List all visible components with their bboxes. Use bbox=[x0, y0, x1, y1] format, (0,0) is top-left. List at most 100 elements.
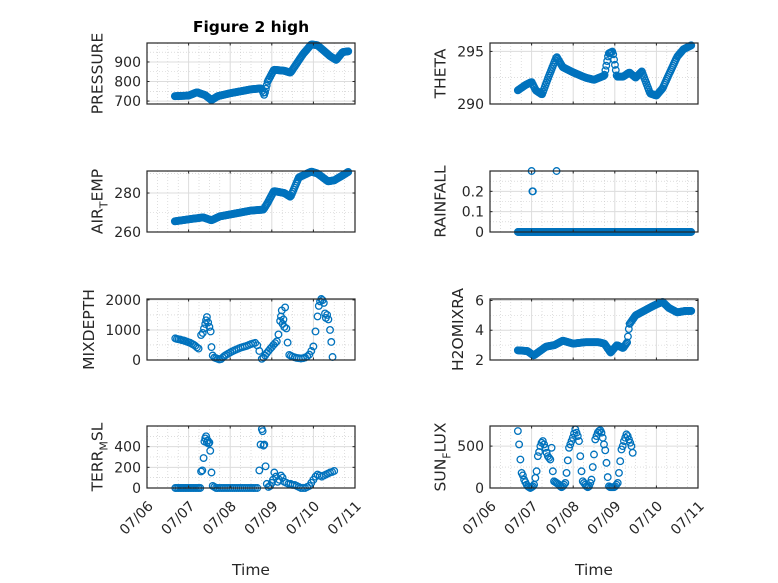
y-axis-label-main: RAINFALL bbox=[432, 165, 450, 238]
series-sun_flux bbox=[513, 425, 637, 492]
y-tick-label: 260 bbox=[114, 225, 141, 241]
series-h2omixra bbox=[513, 298, 696, 360]
data-point bbox=[204, 439, 213, 448]
data-point bbox=[344, 47, 353, 56]
subplot-rainfall: 0 0.1 0.2 RAINFALL bbox=[432, 165, 699, 241]
y-tick-label: 290 bbox=[457, 97, 484, 113]
y-axis-label-main: THETA bbox=[432, 48, 450, 99]
data-point bbox=[613, 479, 622, 487]
data-point bbox=[259, 441, 268, 450]
data-point bbox=[618, 442, 627, 451]
data-point bbox=[262, 81, 271, 90]
data-point bbox=[609, 50, 618, 59]
chart-title: Figure 2 high bbox=[193, 18, 309, 36]
y-axis-label-main: PRESSURE bbox=[89, 33, 107, 115]
data-point bbox=[623, 332, 632, 341]
data-point bbox=[203, 436, 212, 445]
data-point bbox=[280, 322, 289, 331]
x-axis-label: Time bbox=[231, 561, 270, 579]
data-point bbox=[687, 306, 696, 315]
data-point bbox=[261, 462, 270, 471]
y-axis-label: SUNFLUX bbox=[432, 422, 454, 491]
data-point bbox=[562, 468, 571, 477]
data-point bbox=[548, 467, 557, 476]
data-point bbox=[255, 347, 264, 355]
axes-frame bbox=[489, 298, 699, 361]
y-axis-label-rest: LUX bbox=[432, 422, 450, 452]
data-point bbox=[601, 66, 610, 75]
data-point bbox=[311, 327, 320, 336]
subplot-theta: 290 295 THETA bbox=[432, 41, 699, 113]
data-point bbox=[603, 473, 612, 482]
data-point bbox=[271, 339, 280, 348]
data-point bbox=[283, 338, 292, 347]
y-axis-label-subscript: T bbox=[98, 201, 111, 209]
data-point bbox=[687, 41, 696, 50]
data-point bbox=[281, 303, 290, 312]
data-point bbox=[272, 337, 281, 346]
data-point bbox=[261, 84, 270, 93]
y-tick-label: 6 bbox=[475, 293, 484, 309]
y-tick-label: 400 bbox=[114, 440, 141, 456]
data-point bbox=[309, 342, 318, 351]
data-point bbox=[610, 55, 619, 64]
data-point bbox=[563, 456, 572, 465]
data-point bbox=[546, 455, 555, 464]
data-point bbox=[588, 463, 597, 472]
data-point bbox=[274, 330, 283, 339]
data-point bbox=[279, 315, 288, 324]
y-tick-label: 2000 bbox=[105, 293, 141, 309]
axes-frame bbox=[146, 170, 356, 233]
data-point bbox=[615, 468, 623, 477]
y-tick-label: 280 bbox=[114, 186, 141, 202]
data-point bbox=[515, 440, 524, 449]
subplot-mixdepth: 0 1000 2000 MIXDEPTH bbox=[80, 289, 356, 370]
axes-frame bbox=[489, 42, 699, 105]
data-point bbox=[261, 88, 269, 97]
y-axis-label: AIRTEMP bbox=[89, 169, 111, 234]
y-axis-label-subscript: M bbox=[98, 441, 111, 451]
data-point bbox=[587, 475, 596, 484]
data-point bbox=[205, 322, 214, 331]
data-point bbox=[602, 458, 611, 467]
subplot-grid: 700 800 900 Figure 2 high PRESSURE 290 295 THET… bbox=[80, 18, 708, 579]
data-point bbox=[561, 479, 570, 487]
y-tick-label: 0 bbox=[132, 353, 141, 369]
data-point bbox=[199, 454, 208, 462]
data-point bbox=[593, 428, 602, 437]
data-point bbox=[518, 471, 527, 480]
y-tick-label: 2 bbox=[475, 353, 484, 369]
x-axis-label: Time bbox=[574, 561, 613, 579]
data-point bbox=[628, 448, 637, 457]
axes-frame bbox=[489, 425, 699, 489]
y-axis-label-rest: SL bbox=[89, 422, 107, 441]
y-axis-label-main: SUN bbox=[432, 459, 450, 492]
y-tick-label: 295 bbox=[457, 44, 484, 60]
data-point bbox=[547, 443, 556, 452]
y-tick-label: 4 bbox=[475, 323, 484, 339]
y-tick-label: 0 bbox=[132, 481, 141, 497]
y-axis-label: TERRMSL bbox=[89, 422, 111, 492]
data-point bbox=[568, 433, 577, 442]
data-point bbox=[202, 313, 211, 321]
data-point bbox=[576, 452, 585, 461]
y-tick-label: 900 bbox=[114, 55, 141, 71]
data-point bbox=[327, 338, 336, 346]
data-point bbox=[313, 312, 322, 321]
data-point bbox=[319, 298, 328, 307]
data-point bbox=[573, 432, 582, 441]
y-tick-label: 0.2 bbox=[462, 184, 484, 200]
data-point bbox=[656, 86, 665, 95]
axes-frame bbox=[146, 425, 356, 489]
y-tick-label: 0 bbox=[475, 225, 484, 241]
y-axis-label-rest: EMP bbox=[89, 169, 107, 202]
y-axis-label: H2OMIXRA bbox=[449, 288, 467, 371]
axes-frame bbox=[146, 42, 356, 105]
y-axis-label-subscript: F bbox=[441, 452, 454, 458]
data-point bbox=[344, 167, 353, 176]
series-air_temp bbox=[170, 167, 353, 226]
data-point bbox=[198, 466, 207, 475]
data-point bbox=[532, 467, 541, 476]
